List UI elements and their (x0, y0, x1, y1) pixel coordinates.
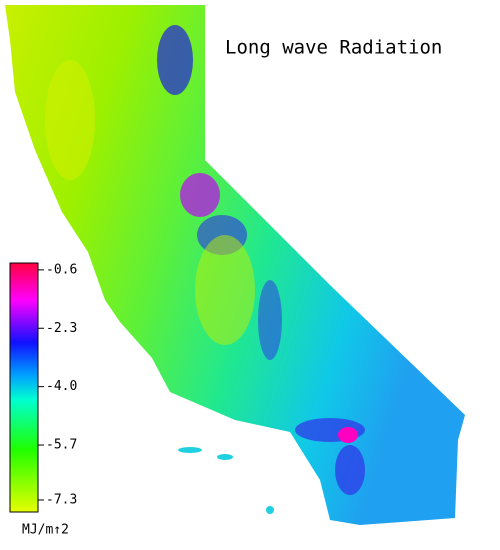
colorbar (9, 262, 39, 513)
colorbar-tick-label: -5.7 (46, 438, 77, 453)
colorbar-tick-label: -0.6 (46, 262, 77, 277)
region (338, 427, 358, 443)
region (45, 60, 95, 180)
region (335, 445, 365, 495)
colorbar-unit: MJ/m↑2 (22, 523, 69, 538)
map-title: Long wave Radiation (225, 37, 442, 59)
region (180, 173, 220, 217)
colorbar-tick-label: -4.0 (46, 379, 77, 394)
region (157, 25, 193, 95)
island (266, 506, 274, 514)
colorbar-ticks: -0.6 -2.3 -4.0 -5.7 -7.3 (38, 262, 77, 507)
region (195, 235, 255, 345)
california-map (5, 5, 465, 525)
island (178, 447, 202, 453)
region (258, 280, 282, 360)
colorbar-tick-label: -2.3 (46, 321, 77, 336)
island (217, 454, 233, 460)
colorbar-tick-label: -7.3 (46, 492, 77, 507)
